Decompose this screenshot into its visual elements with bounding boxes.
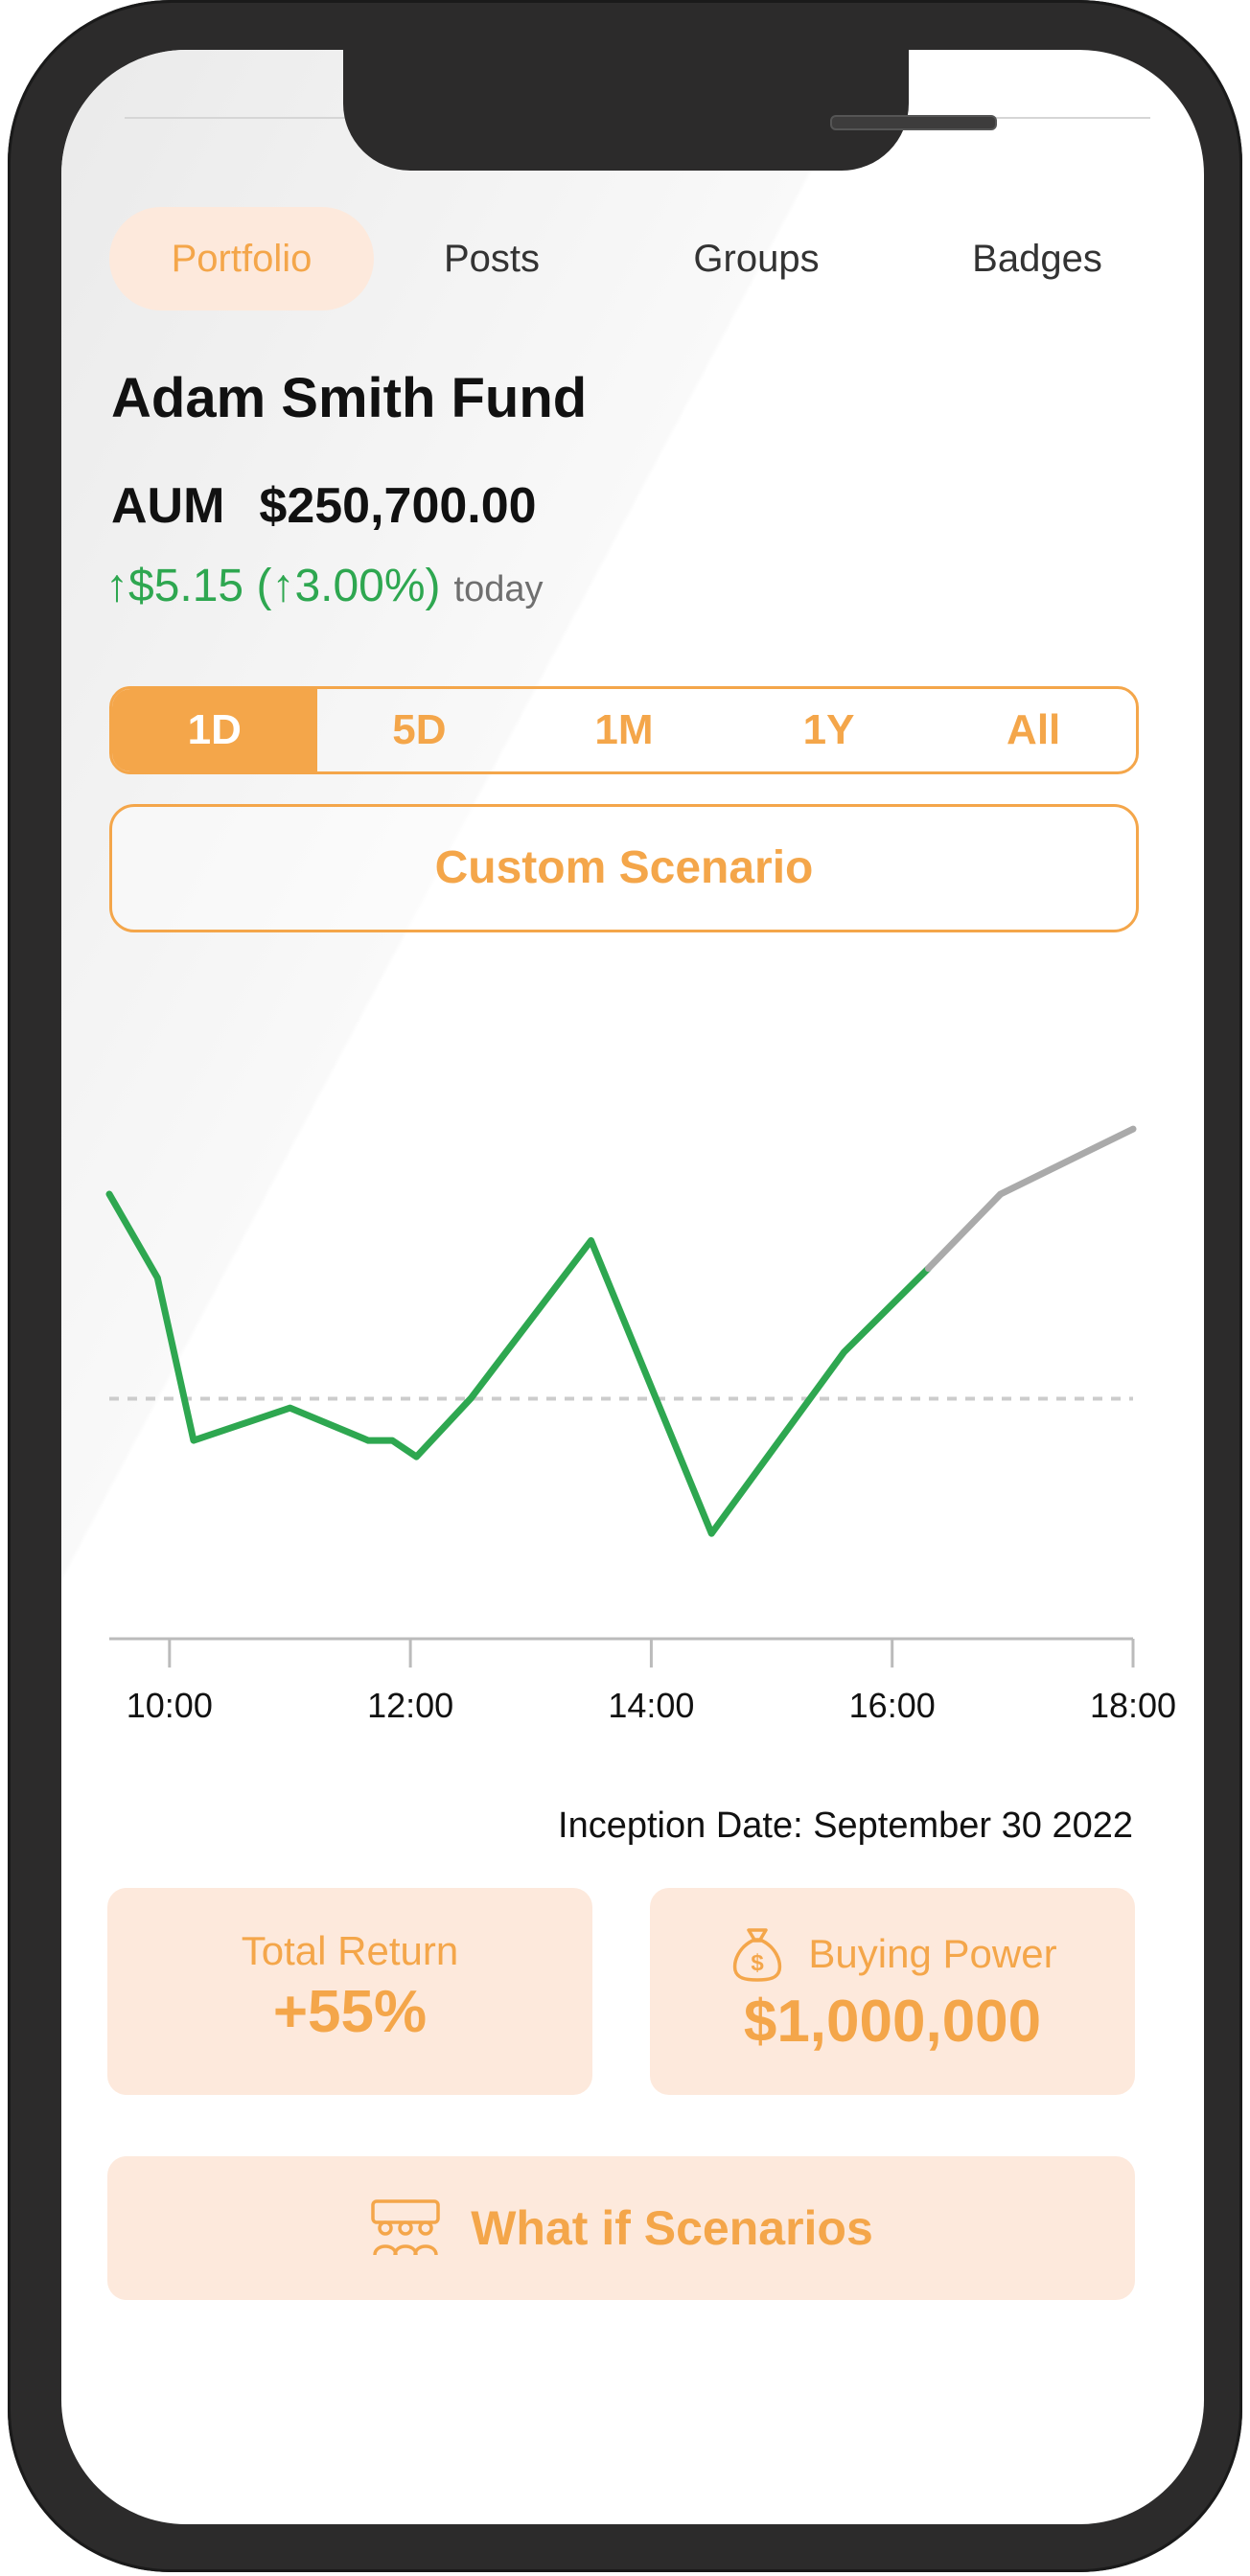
daily-change-value: ↑$5.15 (↑3.00%) xyxy=(105,561,441,611)
fund-title: Adam Smith Fund xyxy=(111,367,588,429)
phone-frame: Portfolio Posts Groups Badges Adam Smith… xyxy=(8,0,1242,2572)
total-return-card[interactable]: Total Return +55% xyxy=(107,1888,592,2095)
range-1y-button[interactable]: 1Y xyxy=(802,706,855,753)
speaker-grille xyxy=(830,115,997,130)
phone-notch xyxy=(343,50,997,171)
tab-badges[interactable]: Badges xyxy=(972,238,1102,280)
aum-row: AUM $250,700.00 xyxy=(111,477,537,535)
aum-value: $250,700.00 xyxy=(259,478,537,534)
tab-portfolio[interactable]: Portfolio xyxy=(109,207,374,310)
chart-x-tick-label: 18:00 xyxy=(1090,1686,1176,1725)
what-if-scenarios-button[interactable]: What if Scenarios xyxy=(107,2156,1135,2300)
time-range-selector: 1D 5D 1M 1Y All xyxy=(109,686,1139,774)
total-return-label: Total Return xyxy=(241,1928,459,1973)
range-5d-button[interactable]: 5D xyxy=(392,706,447,753)
range-all-button[interactable]: All xyxy=(1007,706,1061,753)
aum-label: AUM xyxy=(111,478,225,534)
inception-date: Inception Date: September 30 2022 xyxy=(558,1806,1133,1846)
chart-x-tick-label: 10:00 xyxy=(127,1686,213,1725)
chart-x-tick-label: 12:00 xyxy=(367,1686,453,1725)
chart-line-actual xyxy=(105,1190,932,1537)
custom-scenario-button[interactable]: Custom Scenario xyxy=(109,804,1139,932)
buying-power-header: $ Buying Power xyxy=(650,1924,1135,1984)
phone-screen: Portfolio Posts Groups Badges Adam Smith… xyxy=(61,50,1204,2524)
portfolio-chart: 10:00 12:00 14:00 16:00 18:00 xyxy=(61,1046,1204,1756)
svg-text:$: $ xyxy=(752,1950,765,1976)
chart-line-projection xyxy=(924,1125,1137,1273)
tab-posts[interactable]: Posts xyxy=(443,238,541,280)
daily-change-row: ↑$5.15 (↑3.00%) today xyxy=(105,560,544,612)
group-icon xyxy=(369,2197,442,2259)
profile-tabs: Portfolio Posts Groups Badges xyxy=(109,207,1154,310)
chart-x-tick-label: 16:00 xyxy=(849,1686,936,1725)
buying-power-label: Buying Power xyxy=(808,1931,1057,1976)
total-return-value: +55% xyxy=(272,1979,428,2045)
what-if-scenarios-label: What if Scenarios xyxy=(471,2201,873,2255)
money-bag-icon: $ xyxy=(728,1924,787,1984)
daily-change-period: today xyxy=(453,569,544,610)
range-1m-button[interactable]: 1M xyxy=(594,706,654,753)
tab-groups[interactable]: Groups xyxy=(693,238,820,280)
range-1d-button[interactable]: 1D xyxy=(112,689,317,771)
buying-power-value: $1,000,000 xyxy=(743,1989,1042,2055)
chart-svg: 10:00 12:00 14:00 16:00 18:00 xyxy=(105,1125,1176,1725)
buying-power-card[interactable]: $ Buying Power $1,000,000 xyxy=(650,1888,1135,2095)
chart-x-tick-label: 14:00 xyxy=(608,1686,694,1725)
